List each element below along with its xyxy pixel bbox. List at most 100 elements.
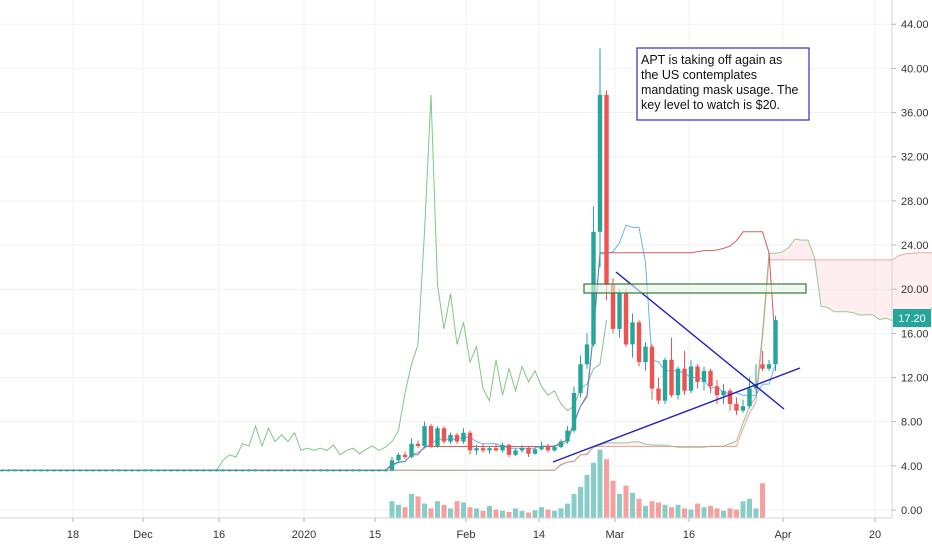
volume-bar xyxy=(396,504,401,518)
volume-bar xyxy=(474,508,479,518)
candle-body xyxy=(259,470,265,472)
key-level-zone[interactable] xyxy=(583,283,807,294)
candle-body xyxy=(760,364,765,369)
annotation-line: APT is taking off again as xyxy=(641,53,782,67)
volume-bar xyxy=(636,498,642,518)
volume-bar xyxy=(571,494,577,518)
candle-body xyxy=(480,448,486,451)
volume-bar xyxy=(526,512,531,518)
volume-bar xyxy=(597,449,603,518)
candle-body xyxy=(454,434,460,442)
candle-body xyxy=(45,470,50,472)
volume-bar xyxy=(708,506,713,518)
candle-body xyxy=(506,444,512,455)
candle-body xyxy=(71,470,76,472)
volume-bar xyxy=(662,504,668,518)
candle-body xyxy=(233,470,239,472)
candle-body xyxy=(669,359,674,396)
candle-body xyxy=(396,454,401,461)
volume-bar xyxy=(552,510,557,518)
x-tick-label: 16 xyxy=(683,529,695,541)
candle-body xyxy=(708,370,713,387)
candle-body xyxy=(324,470,330,472)
candle-body xyxy=(6,470,11,472)
last-price-label: 17.20 xyxy=(893,309,931,327)
volume-bar xyxy=(604,459,609,518)
volume-bar xyxy=(695,503,700,518)
candle-body xyxy=(571,392,577,431)
candle-body xyxy=(695,366,700,382)
candle-body xyxy=(435,428,440,446)
candle-body xyxy=(253,470,258,472)
candle-body xyxy=(630,322,635,345)
candle-body xyxy=(636,322,642,363)
candle-body xyxy=(298,470,304,472)
candle-body xyxy=(545,445,551,451)
x-tick-label: 16 xyxy=(213,529,225,541)
volume-bar xyxy=(487,506,492,518)
volume-bar xyxy=(643,506,648,518)
candle-body xyxy=(90,470,96,472)
candle-body xyxy=(701,370,707,382)
y-tick-label: 20.00 xyxy=(901,284,929,296)
candle-body xyxy=(168,470,174,472)
y-tick-label: 28.00 xyxy=(901,196,929,208)
cloud-fill xyxy=(171,239,932,471)
volume-bar xyxy=(532,510,538,518)
candle-body xyxy=(370,470,375,472)
volume-bar xyxy=(701,507,707,518)
candle-body xyxy=(331,470,336,472)
candle-body xyxy=(311,470,317,472)
volume-bar xyxy=(591,462,596,518)
volume-bar xyxy=(539,507,544,518)
x-tick-label: Dec xyxy=(133,529,153,541)
candle-body xyxy=(337,470,343,472)
candle-body xyxy=(617,293,622,329)
ascending-trendline[interactable] xyxy=(552,367,801,463)
volume-bar xyxy=(415,496,421,518)
candle-body xyxy=(363,470,369,472)
candle-body xyxy=(305,470,310,472)
volume-bar xyxy=(441,504,447,518)
volume-bar xyxy=(558,508,564,518)
candle-body xyxy=(584,344,590,365)
volume-bar xyxy=(617,494,622,518)
x-tick-label: 14 xyxy=(533,529,545,541)
candle-body xyxy=(389,460,395,471)
candle-body xyxy=(142,470,148,472)
candle-body xyxy=(552,447,557,451)
volume-bars xyxy=(389,449,765,518)
y-tick-label: 8.00 xyxy=(901,417,922,429)
candle-body xyxy=(188,470,193,472)
candle-body xyxy=(25,470,31,472)
annotation-box[interactable]: APT is taking off again as the US contemp… xyxy=(636,47,810,121)
candle-body xyxy=(32,470,37,472)
lagging-span-path xyxy=(0,94,607,471)
candle-body xyxy=(77,470,83,472)
candle-body xyxy=(246,470,252,472)
volume-bar xyxy=(649,501,655,518)
volume-bar xyxy=(389,501,395,518)
volume-bar xyxy=(734,509,739,518)
candle-body xyxy=(727,390,733,405)
annotation-text: APT is taking off again as the US contemp… xyxy=(641,53,799,112)
candle-body xyxy=(740,406,746,411)
candle-body xyxy=(623,293,629,345)
volume-bar xyxy=(409,494,414,518)
trendline-drawings[interactable] xyxy=(552,271,807,463)
candle-body xyxy=(734,404,739,411)
candle-body xyxy=(58,470,63,472)
volume-bar xyxy=(435,501,440,518)
candle-body xyxy=(415,443,421,446)
candle-body xyxy=(519,448,525,451)
y-tick-label: 44.00 xyxy=(901,19,929,31)
descending-trendline[interactable] xyxy=(615,271,785,410)
volume-bar xyxy=(461,502,466,518)
y-tick-label: 16.00 xyxy=(901,328,929,340)
x-tick-label: 20 xyxy=(869,529,881,541)
annotation-line: the US contemplates xyxy=(641,68,757,82)
candle-body xyxy=(526,448,531,454)
candle-body xyxy=(578,364,583,393)
candle-body xyxy=(643,346,648,363)
